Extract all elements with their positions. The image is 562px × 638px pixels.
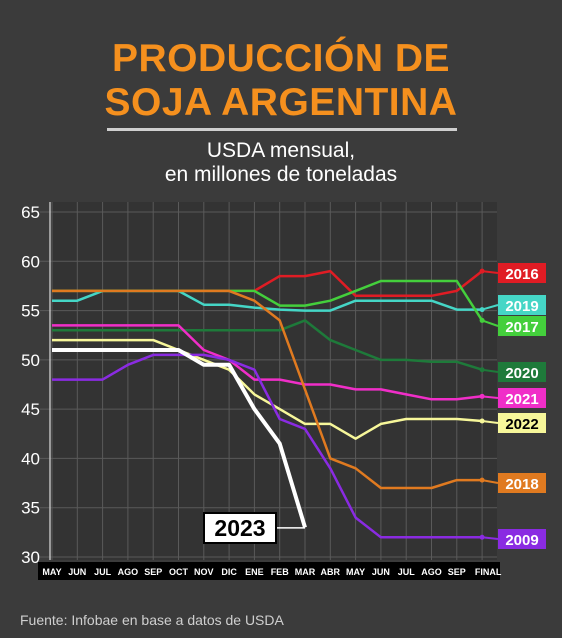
x-tick-label-6: NOV: [194, 567, 214, 577]
x-tick-label-14: JUL: [398, 567, 416, 577]
y-tick-label-30: 30: [21, 548, 40, 567]
x-tick-label-8: ENE: [245, 567, 264, 577]
label-box-2017: [498, 316, 546, 336]
x-tick-label-9: FEB: [271, 567, 290, 577]
label-connector-2020: [481, 368, 499, 373]
series-label-2019: 2019: [505, 298, 538, 315]
chart-title-line1: PRODUCCIÓN DE: [111, 37, 451, 80]
label-box-2023: [203, 512, 277, 544]
label-box-2018: [498, 473, 546, 493]
end-point-2016: [479, 268, 485, 274]
y-tick-label-65: 65: [21, 203, 40, 222]
y-tick-label-40: 40: [21, 449, 40, 468]
end-point-2020: [479, 367, 485, 373]
title-divider: [107, 128, 457, 131]
label-box-2019: [498, 295, 546, 315]
y-tick-label-55: 55: [21, 302, 40, 321]
y-tick-label-35: 35: [21, 499, 40, 518]
series-label-2020: 2020: [505, 365, 538, 382]
x-axis-band: [38, 562, 500, 580]
label-box-2022: [498, 413, 546, 433]
x-tick-label-11: ABR: [321, 567, 341, 577]
x-tick-label-12: MAY: [346, 567, 365, 577]
series-label-2018: 2018: [505, 476, 538, 493]
x-tick-label-2: JUL: [94, 567, 112, 577]
plot-background: [50, 202, 497, 560]
series-label-2009: 2009: [505, 532, 538, 549]
end-point-2021: [479, 393, 485, 399]
y-axis: 30 35 40 45 50 55 60 65: [21, 202, 51, 567]
label-connector-2022: [481, 419, 499, 424]
label-connector-2018: [481, 479, 499, 484]
x-tick-label-13: JUN: [372, 567, 390, 577]
label-box-2021: [498, 388, 546, 408]
series-lines: [52, 269, 484, 539]
series-line-2021: [52, 324, 483, 401]
label-connector-2017: [481, 319, 499, 327]
series-label-2022: 2022: [505, 416, 538, 433]
series-line-2009: [52, 353, 483, 539]
x-tick-label-10: MAR: [295, 567, 316, 577]
x-tick-label-5: OCT: [169, 567, 189, 577]
series-end-labels: 2016 2019 2017 2020 2021 2022 2018 2009 2023: [203, 263, 546, 549]
x-tick-label-15: AGO: [421, 567, 442, 577]
x-axis: MAY JUN JUL AGO SEP OCT NOV DIC ENE FEB MAR ABR MAY J…: [42, 567, 501, 577]
series-label-2023: 2023: [214, 515, 265, 541]
grid-lines: [40, 202, 497, 560]
label-box-2020: [498, 362, 546, 382]
x-tick-label-0: MAY: [42, 567, 61, 577]
label-connector-2019: [481, 304, 499, 311]
x-tick-label-16: SEP: [448, 567, 466, 577]
end-point-2017: [479, 317, 485, 323]
end-point-2022: [479, 418, 485, 424]
chart-subtitle-line2: en millones de toneladas: [164, 163, 398, 186]
label-connector-2021: [481, 395, 499, 399]
series-line-2020: [52, 319, 483, 371]
chart-title-line2: SOJA ARGENTINA: [104, 81, 458, 124]
series-label-2017: 2017: [505, 319, 538, 336]
label-connector-2016: [481, 270, 499, 274]
x-tick-label-1: JUN: [68, 567, 86, 577]
series-line-2022: [52, 338, 483, 440]
x-tick-label-4: SEP: [144, 567, 162, 577]
y-tick-label-45: 45: [21, 400, 40, 419]
x-tick-label-17: FINAL: [475, 567, 502, 577]
y-tick-label-50: 50: [21, 351, 40, 370]
series-line-2018: [52, 289, 483, 490]
chart-subtitle-line1: USDA mensual,: [206, 139, 356, 162]
source-note: Fuente: Infobae en base a datos de USDA: [20, 612, 284, 628]
x-tick-label-3: AGO: [118, 567, 139, 577]
label-connector-2009: [481, 536, 499, 540]
series-label-2021: 2021: [505, 391, 538, 408]
y-tick-label-60: 60: [21, 252, 40, 271]
label-box-2016: [498, 263, 546, 283]
series-label-2016: 2016: [505, 266, 538, 283]
series-line-2023: [52, 348, 307, 528]
x-tick-label-7: DIC: [221, 567, 237, 577]
end-point-2009: [479, 534, 485, 540]
end-point-2018: [479, 477, 485, 483]
label-box-2009: [498, 529, 546, 549]
end-point-2019: [479, 307, 485, 313]
